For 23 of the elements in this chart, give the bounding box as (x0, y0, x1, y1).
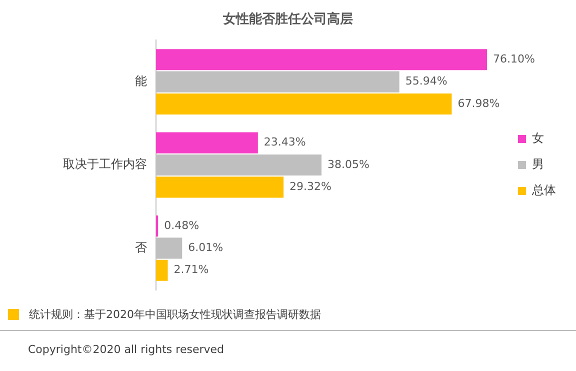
data-label: 6.01% (188, 241, 224, 254)
data-label: 29.32% (290, 180, 332, 194)
text: Copyright©2020 all rights reserved (28, 343, 224, 356)
bar (156, 260, 168, 281)
chart-title: 女性能否胜任公司高层 (222, 10, 354, 28)
data-label: 67.98% (458, 96, 500, 110)
data-label: 38.05% (328, 158, 370, 171)
y-tick-label: 能 (135, 74, 147, 88)
legend-label: 总体 (531, 183, 556, 198)
data-label: 2.71% (174, 263, 209, 276)
legend-label: 男 (532, 157, 544, 172)
bar (156, 49, 488, 70)
y-tick-label: 否 (135, 240, 147, 254)
data-label: 23.43% (264, 136, 306, 149)
bar (156, 176, 284, 198)
data-label: 0.48% (164, 218, 200, 232)
legend-label: 女 (532, 131, 544, 146)
bar (156, 93, 452, 115)
bar (156, 132, 258, 154)
y-tick-label: 取决于工作内容 (63, 157, 147, 172)
text: 统计规则：基于2020年中国职场女性现状调查报告调研数据 (29, 307, 321, 322)
data-label: 76.10% (493, 52, 535, 66)
data-label: 55.94% (405, 74, 448, 88)
